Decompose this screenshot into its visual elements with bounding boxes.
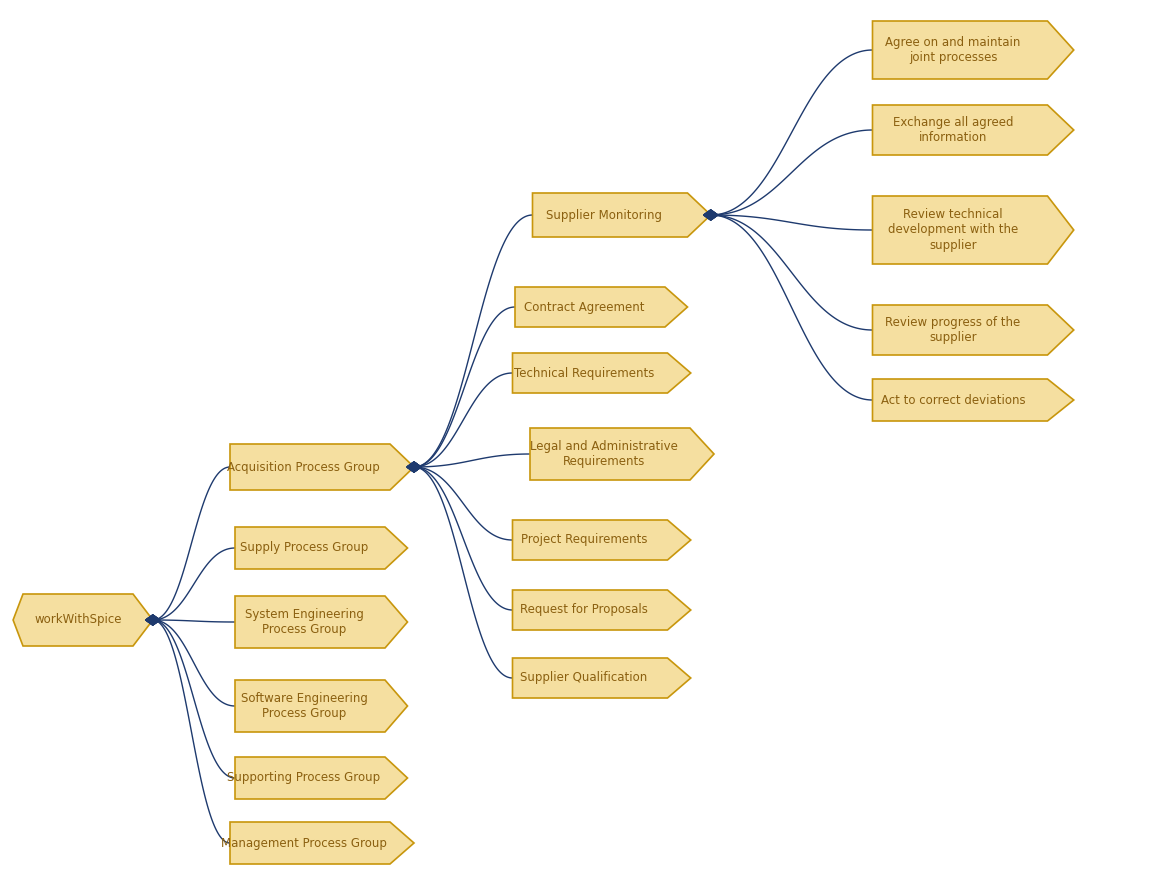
Polygon shape — [513, 353, 691, 393]
Text: Supplier Qualification: Supplier Qualification — [520, 672, 647, 685]
Text: Technical Requirements: Technical Requirements — [514, 367, 654, 380]
Text: Project Requirements: Project Requirements — [521, 533, 647, 546]
Text: Request for Proposals: Request for Proposals — [520, 603, 647, 617]
Polygon shape — [407, 462, 421, 472]
Text: Supplier Monitoring: Supplier Monitoring — [546, 209, 661, 222]
Text: Review technical
development with the
supplier: Review technical development with the su… — [888, 209, 1018, 252]
Polygon shape — [407, 462, 421, 472]
Text: Supply Process Group: Supply Process Group — [240, 541, 368, 554]
Polygon shape — [235, 757, 407, 799]
Polygon shape — [407, 462, 421, 472]
Polygon shape — [146, 615, 160, 625]
Polygon shape — [873, 105, 1074, 155]
Polygon shape — [532, 193, 711, 237]
Polygon shape — [230, 444, 414, 490]
Polygon shape — [873, 305, 1074, 355]
Polygon shape — [704, 210, 718, 220]
Polygon shape — [407, 462, 421, 472]
Polygon shape — [146, 615, 160, 625]
Text: Legal and Administrative
Requirements: Legal and Administrative Requirements — [530, 440, 677, 468]
Polygon shape — [515, 287, 688, 327]
Polygon shape — [235, 680, 407, 732]
Text: Exchange all agreed
information: Exchange all agreed information — [892, 116, 1013, 144]
Polygon shape — [873, 196, 1074, 264]
Text: Supporting Process Group: Supporting Process Group — [228, 772, 381, 785]
Polygon shape — [513, 590, 691, 630]
Polygon shape — [13, 594, 153, 646]
Polygon shape — [230, 822, 414, 864]
Polygon shape — [146, 615, 160, 625]
Text: Management Process Group: Management Process Group — [221, 837, 386, 850]
Polygon shape — [146, 615, 160, 625]
Polygon shape — [407, 462, 421, 472]
Polygon shape — [530, 428, 714, 480]
Polygon shape — [146, 615, 160, 625]
Polygon shape — [704, 210, 718, 220]
Text: Review progress of the
supplier: Review progress of the supplier — [886, 316, 1021, 344]
Polygon shape — [235, 596, 407, 648]
Polygon shape — [873, 379, 1074, 421]
Text: Act to correct deviations: Act to correct deviations — [881, 394, 1026, 407]
Text: Contract Agreement: Contract Agreement — [523, 301, 644, 313]
Text: workWithSpice: workWithSpice — [34, 614, 122, 626]
Polygon shape — [513, 658, 691, 698]
Text: Acquisition Process Group: Acquisition Process Group — [228, 460, 380, 474]
Polygon shape — [704, 210, 718, 220]
Polygon shape — [513, 520, 691, 560]
Polygon shape — [407, 462, 421, 472]
Polygon shape — [407, 462, 421, 472]
Text: Software Engineering
Process Group: Software Engineering Process Group — [240, 692, 368, 720]
Polygon shape — [235, 527, 407, 569]
Polygon shape — [704, 210, 718, 220]
Text: System Engineering
Process Group: System Engineering Process Group — [245, 608, 363, 636]
Text: Agree on and maintain
joint processes: Agree on and maintain joint processes — [886, 36, 1021, 64]
Polygon shape — [704, 210, 718, 220]
Polygon shape — [873, 21, 1074, 79]
Polygon shape — [146, 615, 160, 625]
